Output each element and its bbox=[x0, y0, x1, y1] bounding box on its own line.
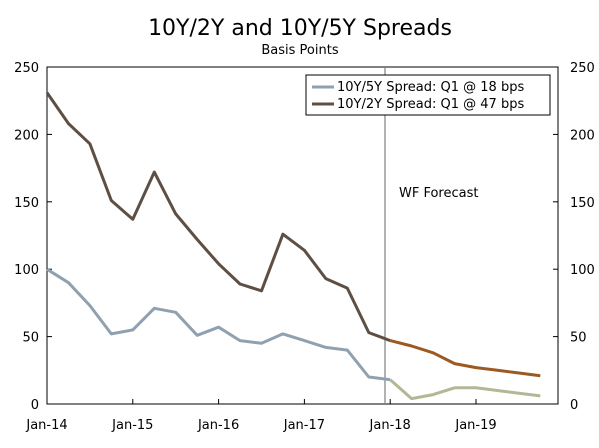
legend-label-10y2y: 10Y/2Y Spread: Q1 @ 47 bps bbox=[337, 97, 524, 112]
x-tick-label: Jan-19 bbox=[454, 418, 496, 433]
y-tick-label-left: 50 bbox=[22, 331, 39, 346]
y-tick-label-left: 0 bbox=[31, 398, 39, 413]
forecast-label: WF Forecast bbox=[399, 186, 478, 201]
y-tick-label-right: 250 bbox=[570, 61, 595, 76]
legend: 10Y/5Y Spread: Q1 @ 18 bps 10Y/2Y Spread… bbox=[305, 74, 551, 116]
series-line-10y2y-history bbox=[45, 91, 391, 343]
y-tick-label-left: 100 bbox=[14, 263, 39, 278]
x-tick-label: Jan-18 bbox=[369, 418, 411, 433]
legend-label-10y5y: 10Y/5Y Spread: Q1 @ 18 bps bbox=[337, 80, 524, 95]
legend-box bbox=[305, 74, 551, 116]
axes: 0 0 50 50 100 100 150 150 200 200 250 250 Jan-14 Jan-… bbox=[14, 61, 595, 433]
y-tick-label-right: 0 bbox=[570, 398, 578, 413]
chart-title: 10Y/2Y and 10Y/5Y Spreads bbox=[148, 16, 452, 41]
x-tick-label: Jan-16 bbox=[197, 418, 239, 433]
y-tick-label-right: 50 bbox=[570, 331, 587, 346]
y-tick-label-left: 200 bbox=[14, 128, 39, 143]
y-tick-label-right: 150 bbox=[570, 196, 595, 211]
chart-subtitle: Basis Points bbox=[261, 43, 338, 58]
series-line-10y5y-forecast bbox=[389, 378, 541, 401]
series-line-10y5y-history bbox=[46, 267, 391, 382]
x-tick-label: Jan-15 bbox=[111, 418, 153, 433]
y-tick-label-left: 150 bbox=[14, 196, 39, 211]
y-tick-label-left: 250 bbox=[14, 61, 39, 76]
y-tick-label-right: 100 bbox=[570, 263, 595, 278]
x-tick-label: Jan-17 bbox=[283, 418, 325, 433]
series-layer bbox=[45, 91, 541, 401]
plot-area bbox=[46, 66, 559, 405]
series-line-10y2y-forecast bbox=[389, 339, 541, 378]
y-tick-label-right: 200 bbox=[570, 128, 595, 143]
x-tick-label: Jan-14 bbox=[25, 418, 67, 433]
plot-border bbox=[46, 66, 559, 405]
